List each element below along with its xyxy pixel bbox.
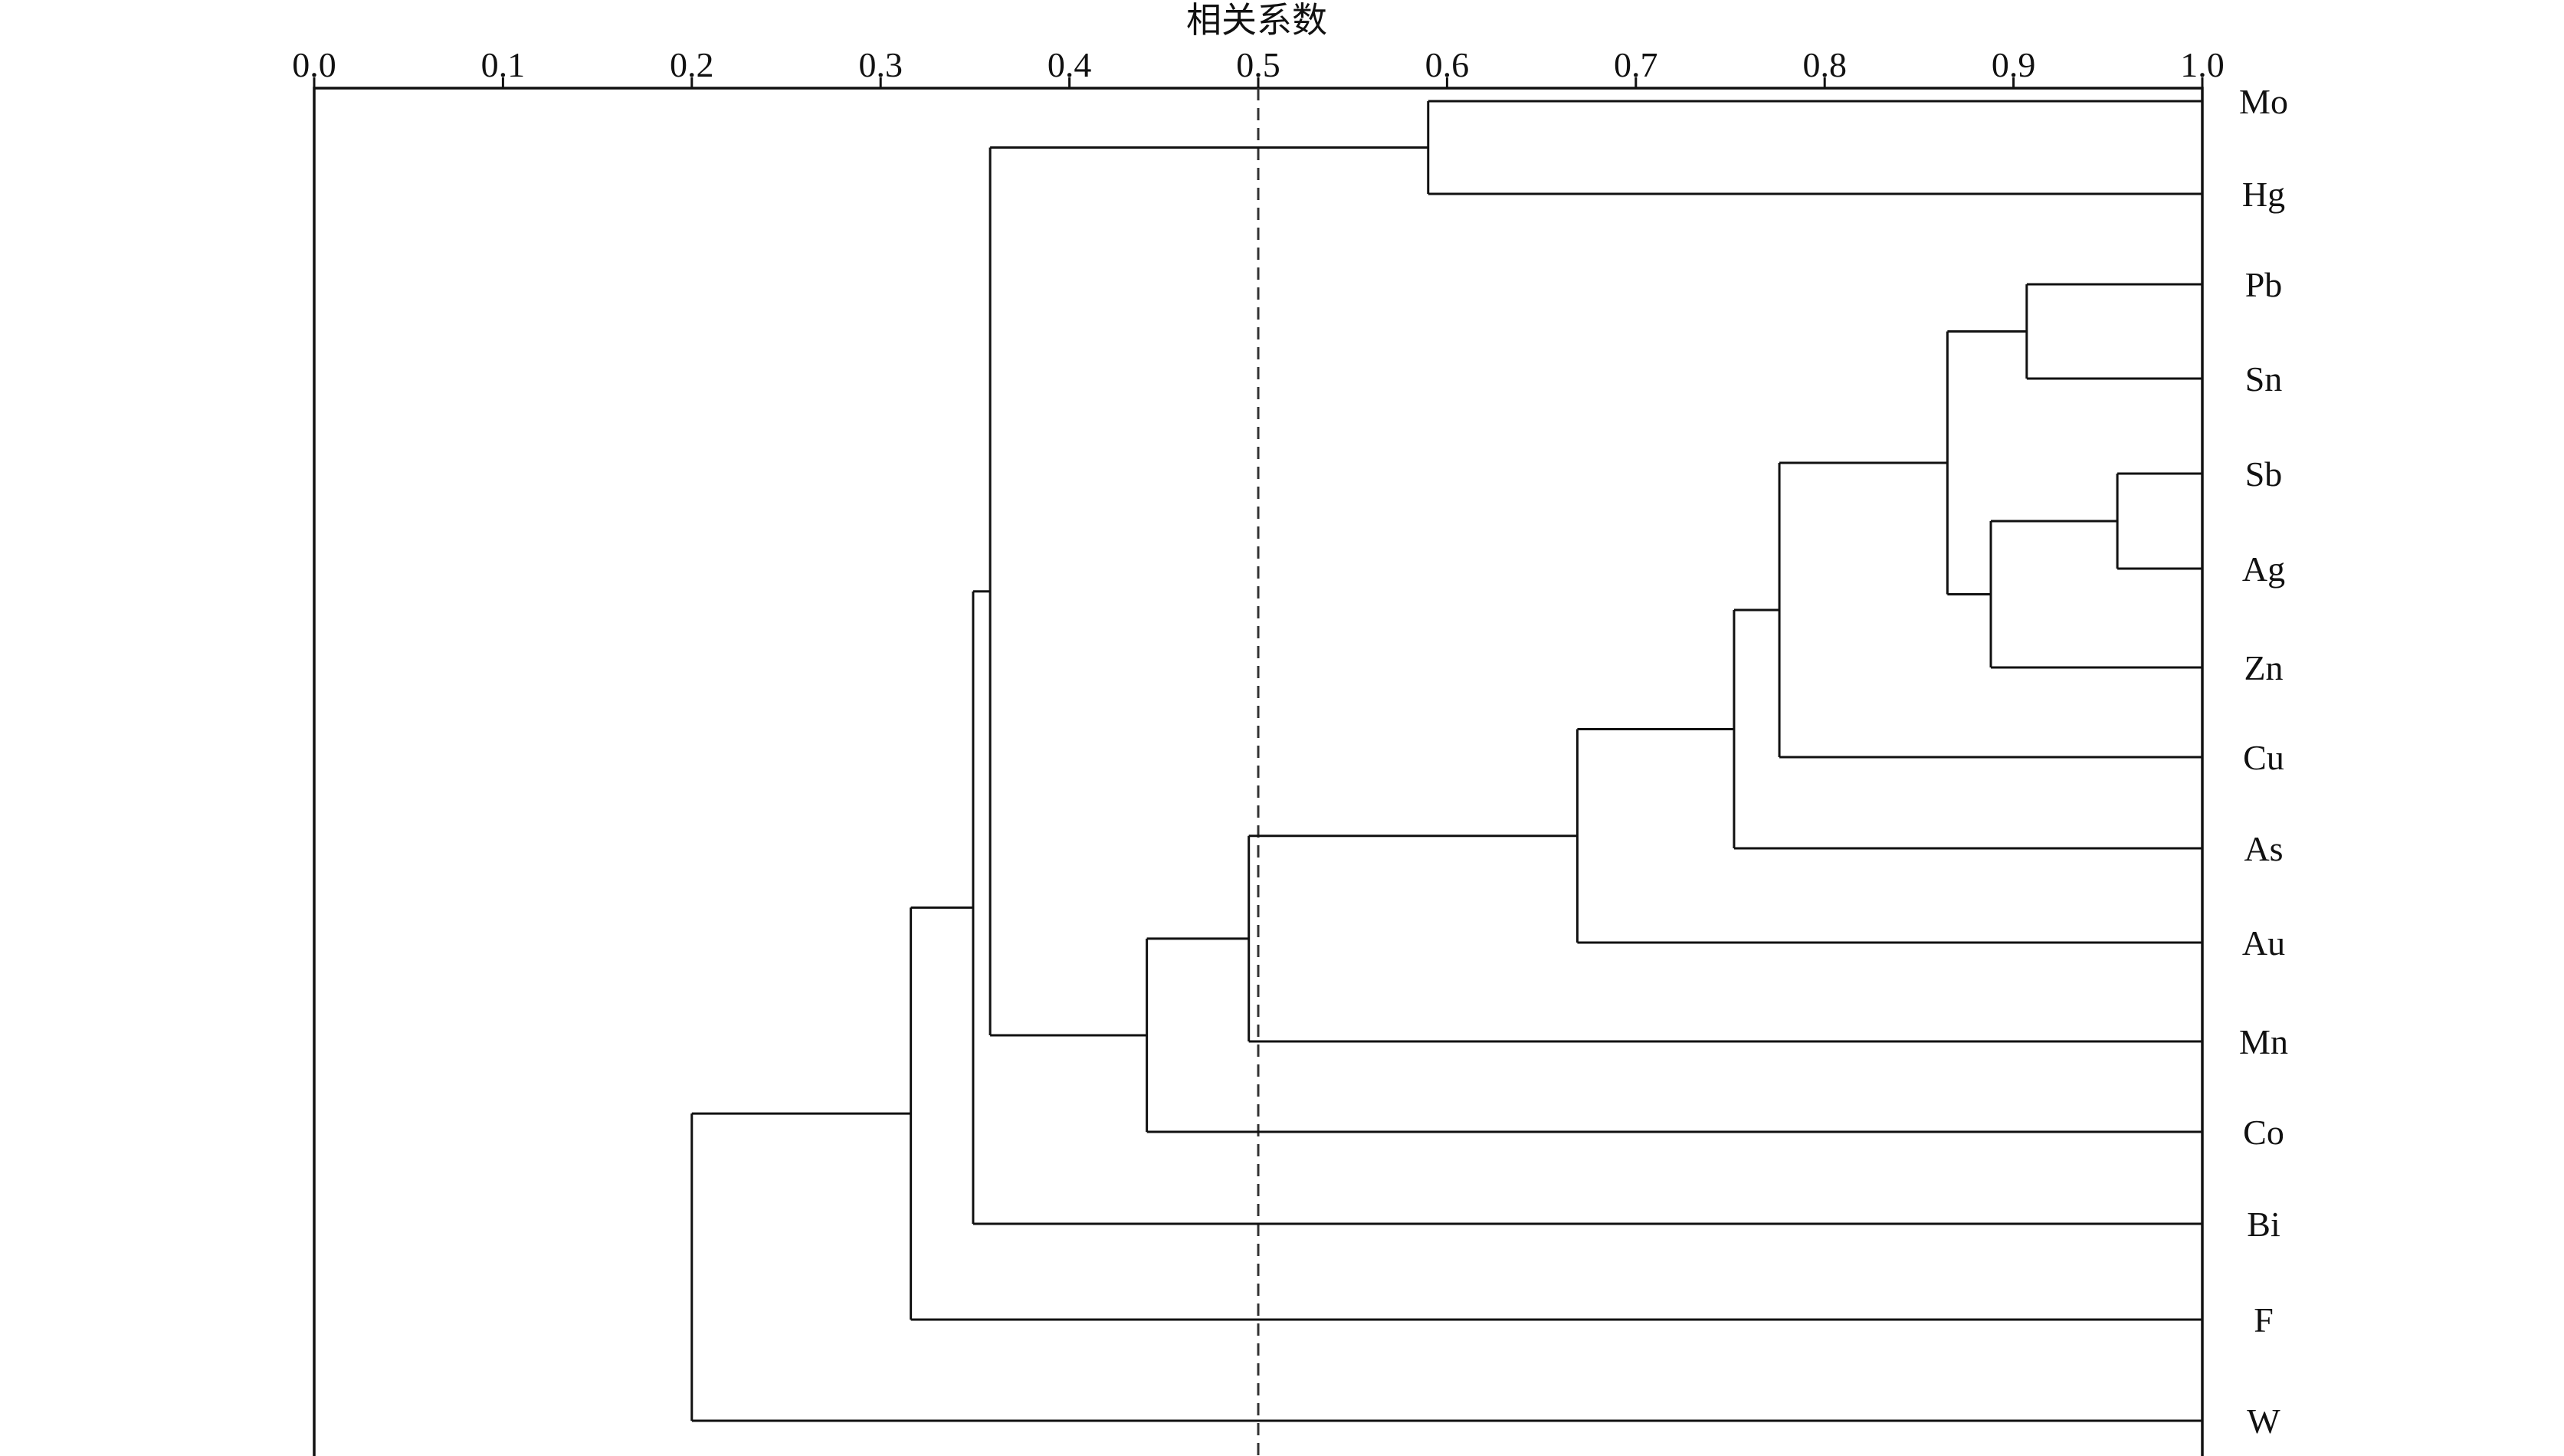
leaf-label-au: Au (2242, 923, 2285, 962)
x-tick-label-4: 0.4 (1048, 45, 1092, 84)
x-tick-label-1: 0.1 (481, 45, 526, 84)
leaf-label-pb: Pb (2245, 265, 2283, 304)
x-tick-label-3: 0.3 (858, 45, 903, 84)
x-tick-label-10: 1.0 (2180, 45, 2225, 84)
leaf-label-w: W (2247, 1402, 2280, 1441)
x-axis-title: 相关系数 (1186, 0, 1327, 41)
leaf-label-co: Co (2243, 1113, 2284, 1152)
leaf-label-mn: Mn (2239, 1022, 2288, 1061)
x-tick-label-6: 0.6 (1425, 45, 1470, 84)
leaf-label-hg: Hg (2242, 175, 2285, 214)
leaf-label-mo: Mo (2239, 82, 2288, 121)
leaf-label-sb: Sb (2245, 454, 2283, 494)
leaf-label-zn: Zn (2244, 648, 2283, 687)
dendrogram-branches (690, 100, 2202, 1422)
leaf-label-f: F (2254, 1300, 2274, 1340)
x-tick-label-9: 0.9 (1992, 45, 2036, 84)
leaf-label-sn: Sn (2245, 359, 2283, 398)
leaf-label-as: As (2244, 829, 2283, 868)
x-axis-ticks (313, 77, 2204, 88)
x-tick-label-5: 0.5 (1236, 45, 1280, 84)
leaf-labels: Mo Hg Pb Sn Sb Ag Zn Cu As Au Mn Co Bi F W (2239, 82, 2288, 1441)
leaf-label-cu: Cu (2243, 738, 2284, 777)
x-tick-label-0: 0.0 (292, 45, 336, 84)
x-tick-label-2: 0.2 (670, 45, 714, 84)
leaf-label-ag: Ag (2242, 549, 2285, 589)
leaf-label-bi: Bi (2247, 1205, 2280, 1244)
x-axis-tick-labels: 0.0 0.1 0.2 0.3 0.4 0.5 0.6 0.7 0.8 0.9 1.0 (292, 45, 2225, 84)
x-tick-label-8: 0.8 (1802, 45, 1847, 84)
x-tick-label-7: 0.7 (1614, 45, 1658, 84)
